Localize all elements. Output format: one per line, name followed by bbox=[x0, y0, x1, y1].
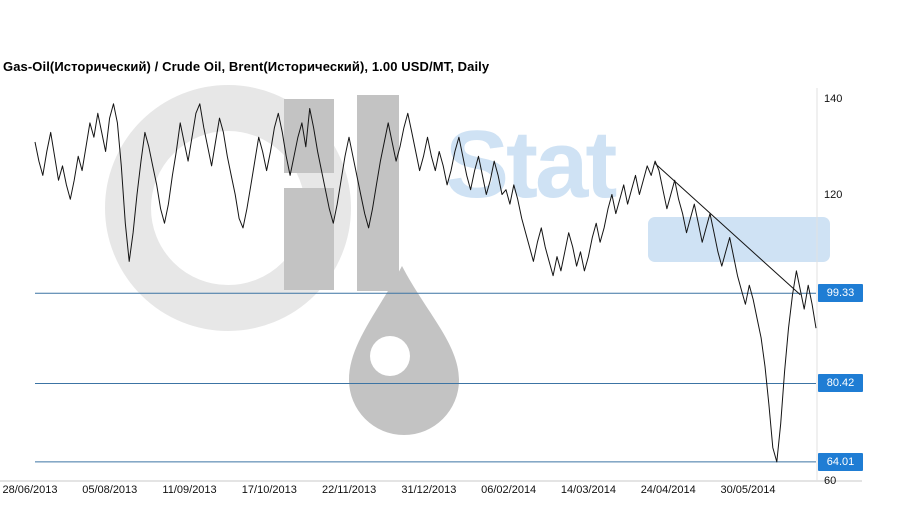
trendline[interactable] bbox=[654, 163, 801, 296]
x-axis-tick-label: 14/03/2014 bbox=[560, 484, 616, 496]
x-axis-tick-label: 11/09/2013 bbox=[162, 484, 217, 496]
x-axis-tick-label: 22/11/2013 bbox=[321, 484, 377, 496]
price-level-flag[interactable]: 80.42 bbox=[818, 374, 863, 393]
oilstat-logo-watermark: Stat bbox=[105, 85, 830, 435]
y-axis-tick-label: 120 bbox=[824, 188, 843, 201]
x-axis-tick-label: 05/08/2013 bbox=[82, 484, 138, 496]
price-level-flag[interactable]: 99.33 bbox=[818, 284, 863, 303]
watermark-drop-hole-icon bbox=[370, 336, 410, 376]
y-axis-tick-label: 140 bbox=[824, 93, 843, 105]
chart-title: Gas-Oil(Исторический) / Crude Oil, Brent… bbox=[3, 59, 490, 74]
price-line bbox=[34, 103, 817, 463]
watermark-i-stem-icon bbox=[284, 188, 334, 290]
price-level-flag[interactable]: 64.01 bbox=[818, 452, 863, 471]
x-axis-tick-label: 06/02/2014 bbox=[481, 484, 537, 496]
x-axis-tick-label: 30/05/2014 bbox=[720, 484, 776, 496]
x-axis-tick-label: 28/06/2013 bbox=[2, 484, 58, 496]
watermark-l-icon bbox=[357, 95, 399, 291]
watermark-stat-text: Stat bbox=[445, 111, 616, 218]
x-axis-tick-label: 31/12/2013 bbox=[401, 484, 457, 496]
x-axis: 28/06/2013 05/08/2013 11/09/2013 17/10/2013… bbox=[0, 484, 909, 498]
x-axis-tick-label: 17/10/2013 bbox=[241, 484, 297, 496]
x-axis-tick-label: 24/04/2014 bbox=[640, 484, 696, 496]
y-axis-tick-label: 60 bbox=[824, 475, 837, 487]
